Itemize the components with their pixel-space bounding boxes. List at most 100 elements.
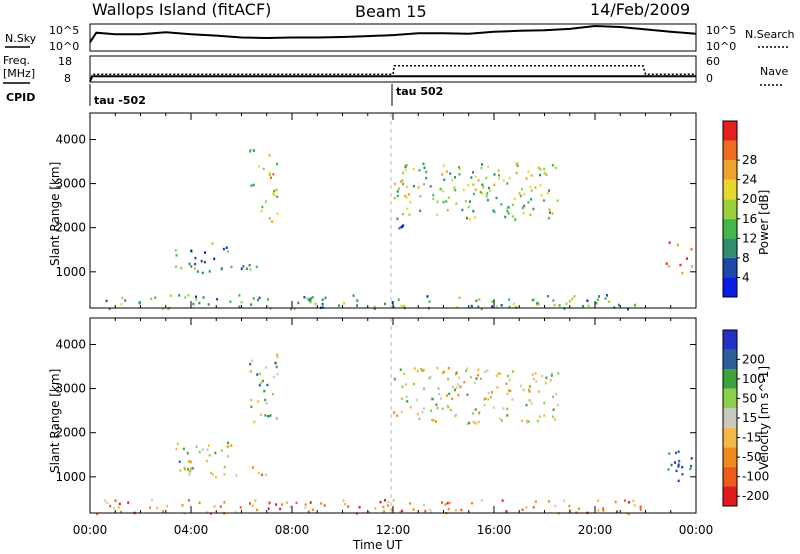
power-cbar-tick-label-1: 8 (742, 251, 750, 265)
velocity-dots-cell-3-211 (455, 386, 458, 389)
velocity-dots-cell-5-116 (187, 499, 190, 502)
velocity-dots-cell-3-115 (420, 367, 423, 371)
velocity-axes-ytick-label-0: 1000 (55, 470, 86, 484)
velocity-dots-cell-3-13 (421, 411, 424, 414)
power-dots-cell-6-85 (458, 296, 461, 300)
velocity-dots-cell-3-145 (478, 411, 481, 414)
velocity-dots-cell-3-100 (553, 418, 556, 421)
velocity-dots-cell-3-184 (401, 397, 404, 400)
power-colorbar: 4 8 12 16 20 24 28 (722, 120, 757, 298)
velocity-dots-cell-0-21 (227, 441, 230, 445)
power-dots-cell-4-122 (442, 164, 445, 167)
power-dots-cell-6-26 (308, 298, 310, 302)
vel-cbar-tick-label-0: -200 (742, 489, 769, 503)
velocity-dots-cell-5-69 (268, 501, 271, 504)
velocity-dots-cell-5-79 (521, 508, 524, 511)
velocity-dots-cell-3-190 (396, 414, 399, 417)
power-dots-cell-4-92 (454, 188, 457, 192)
velocity-dots-cell-3-121 (400, 410, 403, 414)
velocity-dots-cell-0-19 (191, 467, 194, 470)
velocity-dots-cell-3-113 (519, 384, 522, 388)
power-dots-cell-4-127 (534, 186, 537, 189)
velocity-dots-cell-5-136 (281, 503, 284, 506)
velocity-dots-cell-3-3 (497, 372, 500, 375)
velocity-dots-cell-5-71 (578, 507, 581, 510)
power-dots-cell-6-158 (258, 296, 261, 300)
velocity-dots-cell-2-37 (272, 375, 275, 379)
velocity-dots-cell-5-72 (382, 505, 385, 509)
power-dots-cell-4-202 (467, 183, 470, 187)
power-dots-cell-4-185 (419, 195, 422, 198)
velocity-panel-bg (90, 318, 696, 513)
power-dots-cell-4-120 (459, 167, 462, 171)
velocity-dots-cell-3-195 (457, 383, 460, 386)
power-dots-cell-5-18 (676, 243, 679, 246)
power-cbar-swatch-0 (723, 277, 737, 297)
power-dots-cell-4-71 (547, 216, 550, 220)
velocity-dots-cell-3-47 (451, 385, 454, 389)
velocity-dots-cell-0-30 (208, 454, 211, 457)
velocity-dots-cell-3-123 (506, 414, 509, 417)
power-dots-cell-4-76 (467, 205, 470, 209)
vel-cbar-swatch-5 (723, 388, 737, 409)
noise-tick-high-right: 10^5 (706, 24, 736, 37)
power-dots-cell-4-189 (506, 182, 509, 185)
velocity-dots-cell-3-149 (552, 408, 555, 411)
power-dots-cell-4-2 (446, 208, 449, 212)
power-dots-cell-6-27 (426, 295, 429, 298)
power-dots-cell-5-0 (667, 265, 670, 268)
power-dots-cell-6-10 (493, 299, 495, 302)
velocity-dots-cell-5-113 (626, 512, 629, 515)
power-dots-cell-4-214 (423, 166, 426, 169)
velocity-dots-cell-5-5 (568, 504, 571, 508)
power-dots-cell-6-71 (120, 303, 123, 306)
power-dots-cell-4-206 (504, 215, 507, 219)
power-dots-cell-2-8 (271, 220, 274, 223)
power-dots-cell-6-137 (480, 307, 483, 311)
power-dots-cell-4-103 (543, 171, 546, 175)
velocity-dots-cell-3-134 (528, 390, 531, 393)
power-dots-cell-2-0 (268, 171, 271, 175)
power-dots-cell-4-168 (525, 177, 528, 180)
velocity-dots-cell-5-118 (304, 503, 307, 506)
power-dots-cell-4-72 (498, 174, 500, 177)
velocity-dots-cell-3-64 (552, 395, 555, 399)
velocity-dots-cell-0-42 (175, 447, 178, 451)
power-dots-cell-6-168 (558, 304, 561, 307)
velocity-dots-cell-3-185 (490, 395, 492, 399)
power-dots-cell-6-8 (161, 307, 164, 311)
power-panel-bg (90, 113, 696, 308)
power-dots-cell-0-25 (175, 254, 178, 257)
velocity-dots-cell-2-18 (249, 362, 252, 366)
power-dots-cell-2-1 (252, 149, 255, 152)
power-dots-cell-4-169 (413, 184, 415, 188)
time-tick-label-0: 00:00 (73, 523, 108, 537)
velocity-dots-cell-2-35 (256, 373, 259, 376)
power-dots-cell-6-39 (184, 296, 187, 299)
power-dots-cell-4-170 (404, 168, 407, 171)
power-dots-cell-2-24 (250, 184, 253, 187)
velocity-colorbar: -200 -100 -50 -15 15 50 100 200 (722, 329, 769, 507)
velocity-dots-cell-3-8 (551, 372, 553, 375)
power-dots-cell-2-44 (268, 154, 271, 157)
power-dots-cell-4-43 (546, 191, 549, 195)
velocity-dots-cell-5-75 (251, 504, 254, 507)
power-dots-cell-4-126 (537, 166, 540, 170)
power-dots-cell-2-6 (270, 176, 272, 180)
power-dots-cell-0-24 (190, 265, 193, 268)
power-dots-cell-2-39 (258, 165, 260, 168)
velocity-dots-cell-2-30 (261, 379, 264, 383)
power-dots-cell-4-173 (515, 171, 518, 175)
power-dots-cell-4-78 (500, 203, 503, 206)
velocity-dots-cell-3-117 (431, 397, 434, 401)
velocity-dots-cell-0-1 (205, 459, 208, 463)
velocity-dots-cell-5-58 (249, 502, 251, 505)
power-dots-cell-0-32 (201, 271, 204, 275)
power-dots-cell-4-39 (502, 179, 505, 182)
date-title: 14/Feb/2009 (590, 0, 690, 19)
velocity-dots-cell-3-161 (549, 379, 552, 382)
velocity-dots-cell-3-1 (483, 398, 486, 401)
velocity-dots-cell-3-187 (428, 376, 431, 380)
velocity-dots-cell-3-93 (520, 419, 523, 423)
power-dots-cell-6-73 (266, 298, 269, 301)
